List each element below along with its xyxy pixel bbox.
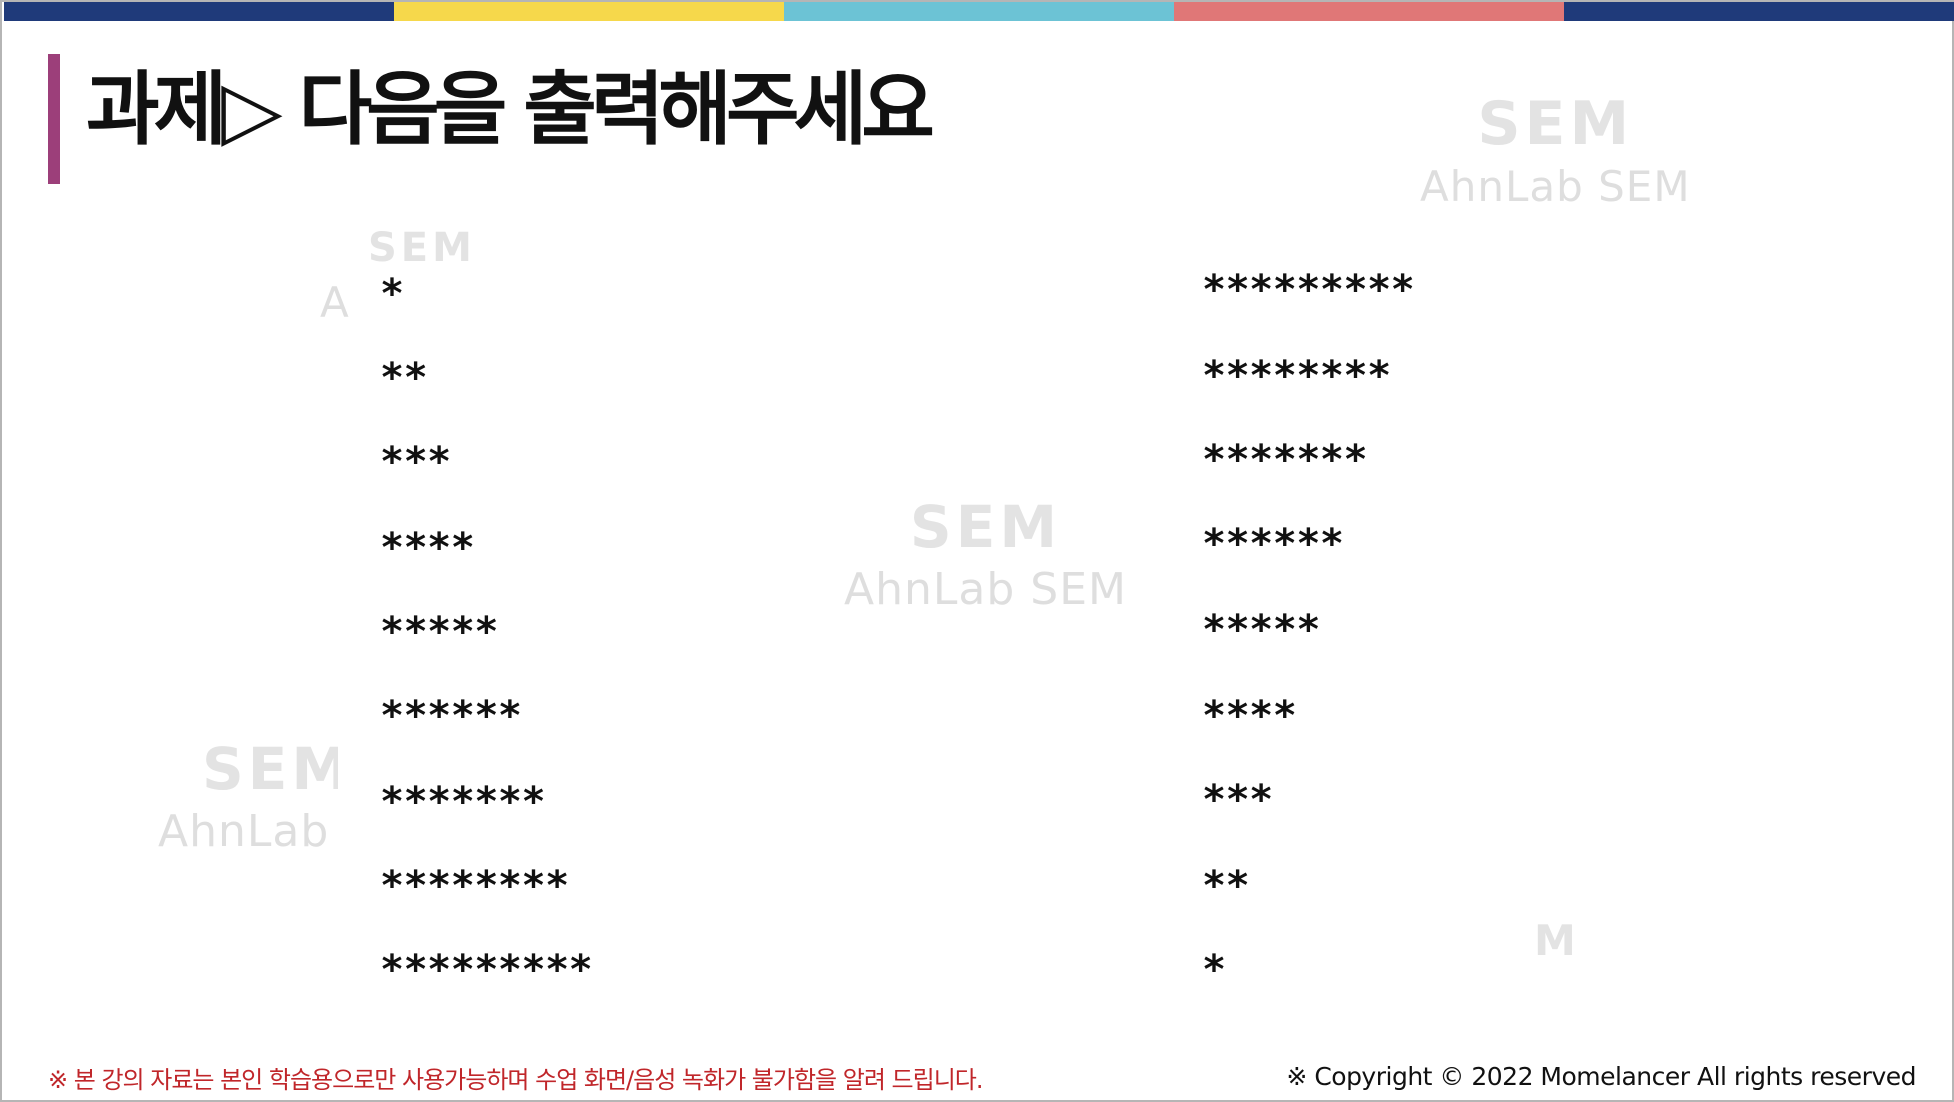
star-row: ******** bbox=[1202, 353, 1391, 399]
color-bar-segment-3 bbox=[784, 2, 1174, 21]
star-row: *** bbox=[380, 439, 451, 485]
star-row: ** bbox=[1202, 863, 1250, 909]
title-accent-bar bbox=[48, 54, 60, 184]
star-row: ******* bbox=[380, 779, 546, 825]
color-bar-segment-2 bbox=[394, 2, 784, 21]
star-row: ******** bbox=[380, 863, 569, 909]
star-row: ********* bbox=[380, 947, 593, 993]
watermark-center: SEM AhnLab SEM bbox=[844, 498, 1127, 615]
star-row: ****** bbox=[380, 693, 522, 739]
watermark-text: AhnLab SEM bbox=[1420, 162, 1691, 211]
watermark-logo: SEM bbox=[1477, 89, 1634, 159]
color-bar-segment-1 bbox=[4, 2, 394, 21]
watermark-top-right: SEM AhnLab SEM bbox=[1420, 94, 1691, 211]
star-row: *** bbox=[1202, 777, 1273, 823]
star-row: * bbox=[1202, 947, 1226, 993]
star-row: ******* bbox=[1202, 437, 1368, 483]
watermark-left-top: SEM A bbox=[320, 228, 476, 327]
watermark-left-bottom: SEM AhnLab S bbox=[158, 740, 338, 857]
watermark-logo: SEM bbox=[368, 225, 476, 271]
watermark-text: AhnLab S bbox=[158, 806, 338, 857]
watermark-text: AhnLab SEM bbox=[844, 564, 1127, 615]
star-row: **** bbox=[1202, 693, 1297, 739]
star-row: ****** bbox=[1202, 521, 1344, 567]
color-bar-segment-4 bbox=[1174, 2, 1564, 21]
watermark-bottom-right: M bbox=[1534, 920, 1580, 962]
page-title: 과제▷ 다음을 출력해주세요 bbox=[86, 63, 935, 156]
watermark-text: A bbox=[320, 278, 350, 327]
star-row: ***** bbox=[380, 609, 498, 655]
watermark-logo: SEM bbox=[909, 493, 1062, 561]
watermark-logo: M bbox=[1534, 916, 1580, 965]
watermark-logo: SEM bbox=[202, 740, 338, 803]
top-color-bar bbox=[4, 2, 1954, 21]
copyright-text: ※ Copyright © 2022 Momelancer All rights… bbox=[1286, 1062, 1916, 1091]
star-row: **** bbox=[380, 525, 475, 571]
usage-notice: ※ 본 강의 자료는 본인 학습용으로만 사용가능하며 수업 화면/음성 녹화가… bbox=[48, 1066, 983, 1094]
star-row: ** bbox=[380, 355, 428, 401]
star-row: ********* bbox=[1202, 267, 1415, 313]
star-row: * bbox=[380, 271, 404, 317]
color-bar-segment-5 bbox=[1564, 2, 1954, 21]
star-row: ***** bbox=[1202, 607, 1320, 653]
